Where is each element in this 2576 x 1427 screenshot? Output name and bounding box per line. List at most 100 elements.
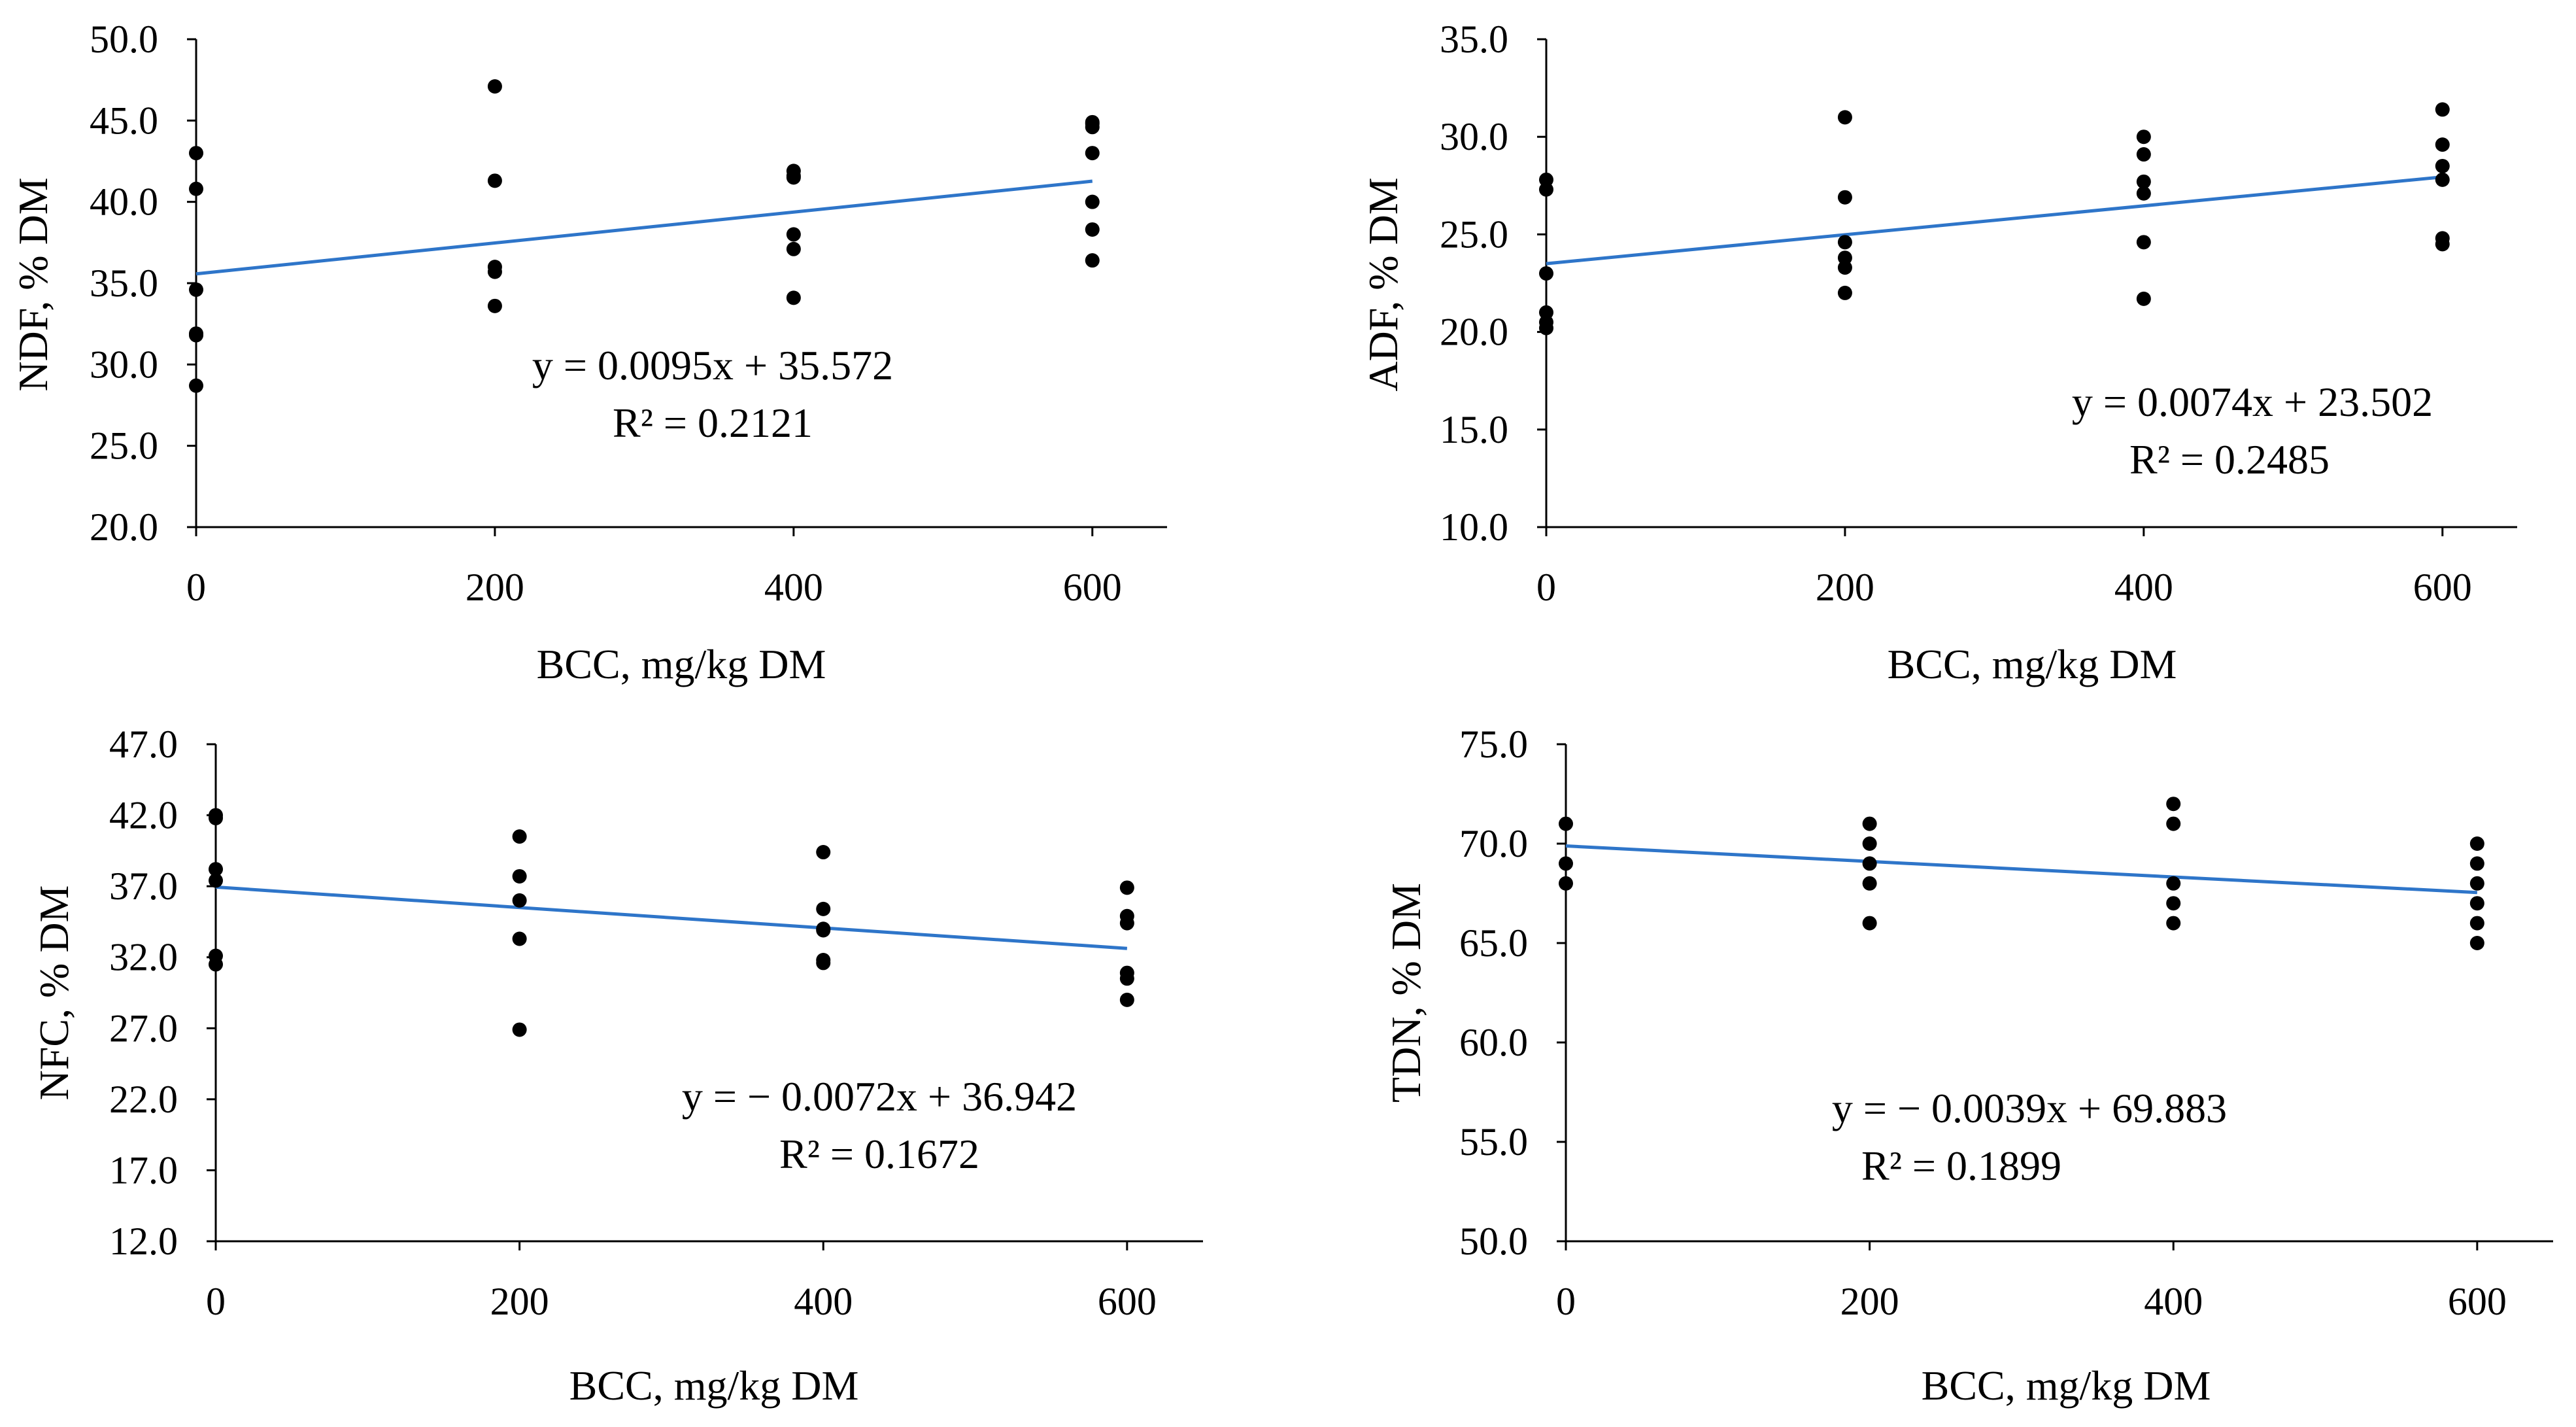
ndf-regression-equation: y = 0.0095x + 35.572 <box>532 342 893 388</box>
adf-x-tick-label: 400 <box>2114 566 2173 609</box>
tdn-y-tick-label: 65.0 <box>1459 921 1528 965</box>
adf-y-tick-label: 20.0 <box>1440 311 1508 354</box>
nfc-data-point <box>512 1022 527 1037</box>
tdn-data-point <box>1862 916 1877 931</box>
adf-y-axis-title: ADF, % DM <box>1360 177 1406 391</box>
ndf-data-point <box>786 290 801 305</box>
tdn-data-point <box>2469 936 2484 950</box>
adf-data-point <box>2435 137 2450 152</box>
tdn-y-tick-label: 60.0 <box>1459 1021 1528 1064</box>
nfc-x-tick-label: 400 <box>794 1280 853 1323</box>
tdn-data-point <box>1559 856 1573 871</box>
nfc-data-point <box>816 901 831 916</box>
ndf-data-point <box>487 264 502 279</box>
ndf-data-point <box>1085 194 1100 209</box>
nfc-y-tick-label: 32.0 <box>109 936 178 979</box>
tdn-data-point <box>2469 836 2484 851</box>
tdn-y-tick-label: 70.0 <box>1459 822 1528 865</box>
ndf-y-tick-label: 35.0 <box>90 262 158 305</box>
ndf-data-point <box>786 170 801 185</box>
adf-r-squared: R² = 0.2485 <box>2129 436 2330 483</box>
adf-y-tick-label: 25.0 <box>1440 213 1508 256</box>
adf-y-tick-label: 35.0 <box>1440 18 1508 61</box>
tdn-x-tick-label: 600 <box>2448 1280 2507 1323</box>
ndf-y-tick-label: 20.0 <box>90 506 158 549</box>
tdn-y-axis-title: TDN, % DM <box>1383 883 1429 1103</box>
tdn-data-point <box>2469 896 2484 911</box>
adf-data-point <box>1539 182 1553 197</box>
adf-data-point <box>1837 260 1852 275</box>
adf-data-point <box>1837 285 1852 300</box>
ndf-data-point <box>189 282 203 297</box>
ndf-x-tick-label: 0 <box>186 566 206 609</box>
adf-x-tick-label: 600 <box>2413 566 2472 609</box>
ndf-x-tick-label: 200 <box>466 566 524 609</box>
nfc-data-point <box>1119 916 1134 931</box>
tdn-data-point <box>2469 856 2484 871</box>
adf-data-point <box>1539 266 1553 281</box>
nfc-data-point <box>209 873 223 888</box>
tdn-x-tick-label: 200 <box>1840 1280 1899 1323</box>
ndf-x-tick-label: 400 <box>764 566 823 609</box>
adf-regression-equation: y = 0.0074x + 23.502 <box>2072 379 2433 425</box>
nfc-data-point <box>209 957 223 972</box>
tdn-y-tick-label: 55.0 <box>1459 1120 1528 1163</box>
nfc-data-point <box>209 810 223 825</box>
ndf-data-point <box>487 173 502 188</box>
nfc-regression-equation: y = − 0.0072x + 36.942 <box>682 1073 1077 1120</box>
tdn-data-point <box>1559 876 1573 891</box>
nfc-y-tick-label: 37.0 <box>109 865 178 908</box>
tdn-data-point <box>1862 856 1877 871</box>
nfc-data-point <box>512 893 527 908</box>
tdn-data-point <box>2166 876 2181 891</box>
adf-trend-line <box>1546 175 2443 266</box>
ndf-r-squared: R² = 0.2121 <box>613 400 813 446</box>
tdn-data-point <box>2469 916 2484 931</box>
tdn-data-point <box>1559 816 1573 831</box>
adf-data-point <box>2136 147 2151 162</box>
tdn-data-point <box>2166 896 2181 911</box>
ndf-chart: NDF, % DM BCC, mg/kg DM y = 0.0095x + 35… <box>10 18 1167 687</box>
adf-data-point <box>2136 186 2151 201</box>
nfc-data-point <box>512 868 527 884</box>
tdn-x-tick-label: 400 <box>2144 1280 2203 1323</box>
tdn-trend-line <box>1565 844 2477 895</box>
tdn-data-point <box>1862 876 1877 891</box>
tdn-regression-equation: y = − 0.0039x + 69.883 <box>1832 1085 2227 1131</box>
ndf-x-tick-label: 600 <box>1063 566 1122 609</box>
nfc-y-tick-label: 27.0 <box>109 1006 178 1050</box>
ndf-data-point <box>189 326 203 341</box>
ndf-data-point <box>189 181 203 196</box>
ndf-data-point <box>487 298 502 313</box>
adf-data-point <box>2435 172 2450 187</box>
tdn-data-point <box>1862 836 1877 851</box>
nfc-data-point <box>1119 971 1134 986</box>
ndf-data-point <box>1085 116 1100 131</box>
nfc-x-tick-label: 0 <box>206 1280 226 1323</box>
ndf-y-axis-title: NDF, % DM <box>10 177 56 391</box>
nfc-chart: NFC, % DM BCC, mg/kg DM y = − 0.0072x + … <box>31 723 1203 1409</box>
adf-data-point <box>2136 129 2151 145</box>
tdn-r-squared: R² = 0.1899 <box>1861 1143 2061 1189</box>
nfc-data-point <box>512 931 527 946</box>
tdn-chart: TDN, % DM BCC, mg/kg DM y = − 0.0039x + … <box>1383 723 2553 1409</box>
nfc-y-tick-label: 47.0 <box>109 723 178 766</box>
ndf-data-point <box>487 79 502 94</box>
nfc-x-tick-label: 200 <box>490 1280 549 1323</box>
adf-y-tick-label: 15.0 <box>1440 408 1508 451</box>
nfc-data-point <box>816 921 831 937</box>
adf-x-axis-title: BCC, mg/kg DM <box>1888 641 2177 687</box>
ndf-data-point <box>189 378 203 393</box>
nfc-x-axis-title: BCC, mg/kg DM <box>569 1362 859 1409</box>
ndf-data-point <box>786 227 801 242</box>
nfc-y-tick-label: 17.0 <box>109 1148 178 1192</box>
nfc-data-point <box>1119 880 1134 895</box>
adf-data-point <box>1837 110 1852 125</box>
nfc-trend-line <box>215 885 1128 950</box>
adf-data-point <box>1837 235 1852 250</box>
ndf-y-tick-label: 45.0 <box>90 99 158 142</box>
ndf-x-axis-title: BCC, mg/kg DM <box>537 641 826 687</box>
ndf-y-tick-label: 30.0 <box>90 343 158 386</box>
adf-data-point <box>1539 320 1553 335</box>
